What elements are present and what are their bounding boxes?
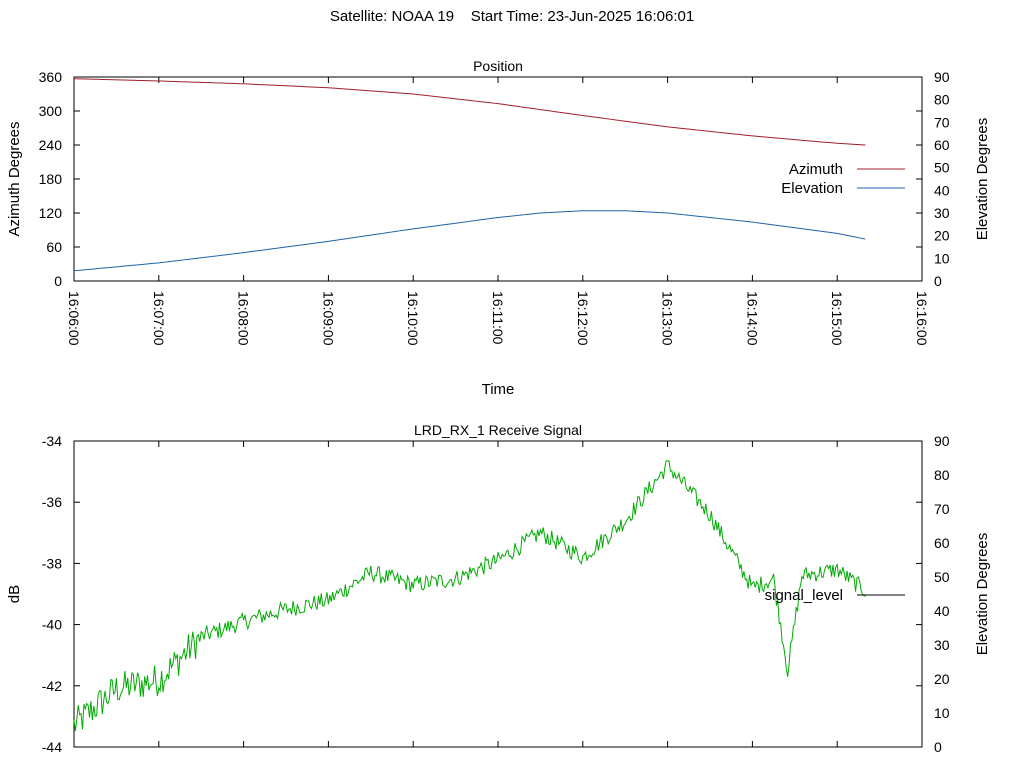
x-tick-label-16-11-00: 16:11:00 bbox=[490, 291, 506, 345]
chart-title: LRD_RX_1 Receive Signal bbox=[414, 422, 582, 438]
y2-tick-label-0: 0 bbox=[934, 273, 942, 289]
y-tick-label-38: -38 bbox=[42, 555, 62, 571]
y2-tick-label-70: 70 bbox=[934, 114, 950, 130]
x-tick-label-16-09-00: 16:09:00 bbox=[320, 291, 336, 346]
y2-tick-label-10: 10 bbox=[934, 705, 950, 721]
y-tick-label-36: -36 bbox=[42, 494, 62, 510]
y2-tick-label-30: 30 bbox=[934, 205, 950, 221]
y2-tick-label-90: 90 bbox=[934, 69, 950, 85]
y2-tick-label-60: 60 bbox=[934, 535, 950, 551]
legend-label-elevation: Elevation bbox=[781, 180, 843, 197]
y-tick-label-240: 240 bbox=[39, 137, 63, 153]
page-title: Satellite: NOAA 19 Start Time: 23-Jun-20… bbox=[329, 8, 695, 25]
legend-label-signal-level: signal_level bbox=[765, 587, 843, 604]
y2-tick-label-60: 60 bbox=[934, 137, 950, 153]
y2-axis-label: Elevation Degrees bbox=[974, 118, 991, 241]
y2-tick-label-20: 20 bbox=[934, 671, 950, 687]
y-tick-label-40: -40 bbox=[42, 617, 62, 633]
legend-label-azimuth: Azimuth bbox=[789, 161, 843, 178]
y2-tick-label-10: 10 bbox=[934, 250, 950, 266]
y2-tick-label-50: 50 bbox=[934, 160, 950, 176]
y2-tick-label-30: 30 bbox=[934, 637, 950, 653]
y-tick-label-180: 180 bbox=[39, 171, 63, 187]
series-line-azimuth bbox=[73, 78, 866, 146]
x-tick-label-16-12-00: 16:12:00 bbox=[575, 291, 591, 346]
x-tick-label-16-14-00: 16:14:00 bbox=[744, 291, 760, 346]
x-tick-label-16-06-00: 16:06:00 bbox=[66, 291, 82, 346]
y-tick-label-360: 360 bbox=[39, 69, 63, 85]
y2-tick-label-50: 50 bbox=[934, 569, 950, 585]
x-tick-label-16-10-00: 16:10:00 bbox=[405, 291, 421, 346]
y2-tick-label-40: 40 bbox=[934, 603, 950, 619]
y-axis-label: Azimuth Degrees bbox=[6, 121, 23, 236]
y2-tick-label-70: 70 bbox=[934, 501, 950, 517]
x-axis-label: Time bbox=[482, 381, 515, 398]
y-tick-label-42: -42 bbox=[42, 678, 62, 694]
x-tick-label-16-15-00: 16:15:00 bbox=[829, 291, 845, 346]
y-tick-label-60: 60 bbox=[46, 239, 62, 255]
y-tick-label-34: -34 bbox=[42, 433, 62, 449]
y-tick-label-44: -44 bbox=[42, 739, 62, 755]
x-tick-label-16-13-00: 16:13:00 bbox=[660, 291, 676, 346]
chart-title: Position bbox=[473, 58, 523, 74]
y2-tick-label-90: 90 bbox=[934, 433, 950, 449]
y-tick-label-300: 300 bbox=[39, 103, 63, 119]
y2-tick-label-0: 0 bbox=[934, 739, 942, 755]
y-axis-label: dB bbox=[6, 585, 23, 603]
series-line-elevation bbox=[73, 210, 866, 272]
y2-tick-label-80: 80 bbox=[934, 92, 950, 108]
y-tick-label-120: 120 bbox=[39, 205, 63, 221]
y2-tick-label-40: 40 bbox=[934, 182, 950, 198]
series-line-signal-level bbox=[73, 460, 866, 731]
x-tick-label-16-07-00: 16:07:00 bbox=[151, 291, 167, 346]
y-tick-label-0: 0 bbox=[54, 273, 62, 289]
x-tick-label-16-08-00: 16:08:00 bbox=[236, 291, 252, 346]
y2-tick-label-80: 80 bbox=[934, 467, 950, 483]
y2-axis-label: Elevation Degrees bbox=[974, 533, 991, 656]
x-tick-label-16-16-00: 16:16:00 bbox=[914, 291, 930, 346]
y2-tick-label-20: 20 bbox=[934, 228, 950, 244]
